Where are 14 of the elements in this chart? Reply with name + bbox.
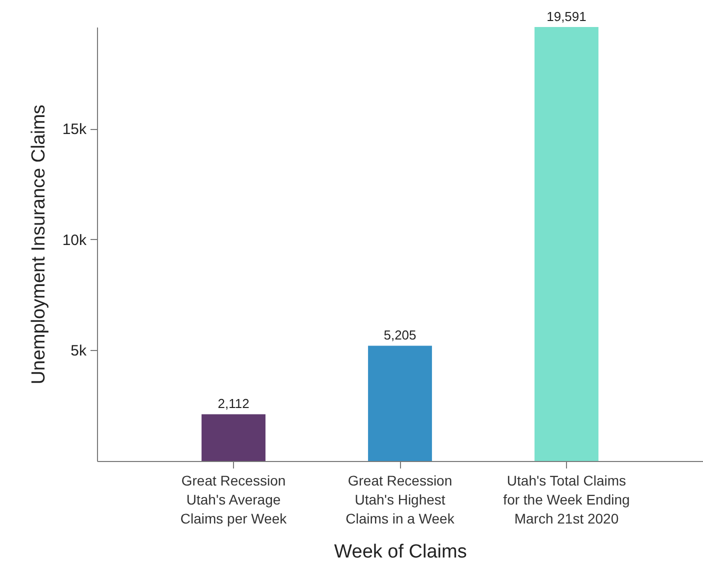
- y-tick-label: 5k: [70, 342, 87, 360]
- y-tick-label: 10k: [62, 232, 87, 249]
- x-tick-label: Great Recession Utah's Highest Claims in a Week: [346, 472, 456, 526]
- y-axis-title: Unemployment Insurance Claims: [28, 104, 50, 384]
- x-tick-label: Great Recession Utah's Average Claims per Week: [180, 472, 288, 526]
- x-tick-label: Utah's Total Claims for the Week Ending March 21st 2020: [503, 472, 630, 526]
- bar: [534, 27, 598, 461]
- bar: [202, 414, 266, 461]
- data-label: 19,591: [546, 9, 586, 24]
- bar: [368, 346, 432, 461]
- y-tick-label: 15k: [62, 121, 87, 138]
- data-label: 2,112: [218, 396, 250, 412]
- x-axis-title: Week of Claims: [334, 542, 467, 562]
- data-label: 5,205: [384, 328, 416, 343]
